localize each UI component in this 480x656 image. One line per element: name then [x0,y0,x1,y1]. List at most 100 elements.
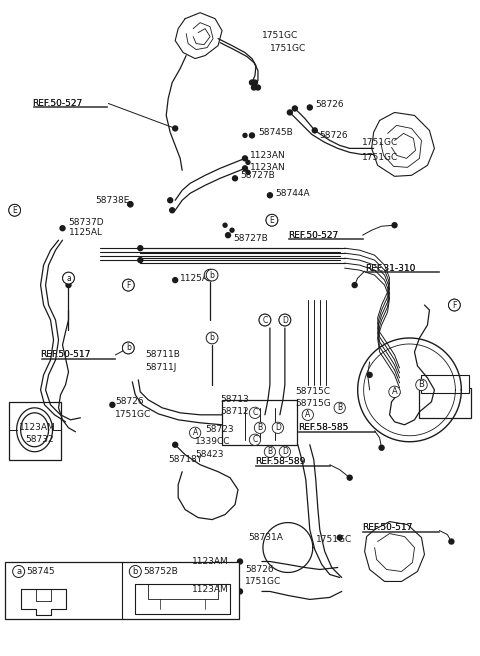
Text: REF.50-527: REF.50-527 [33,99,83,108]
FancyBboxPatch shape [421,375,469,393]
Polygon shape [308,106,312,110]
Text: C: C [262,316,267,325]
Text: b: b [126,344,131,352]
Polygon shape [379,445,384,450]
Polygon shape [223,223,227,227]
Text: B: B [257,423,263,432]
Text: b: b [210,333,215,342]
Text: 58727B: 58727B [233,234,268,243]
Text: 58745: 58745 [26,567,55,576]
Text: F: F [126,281,131,289]
Text: F: F [452,300,456,310]
Text: 58718Y: 58718Y [168,455,203,464]
Text: 1123AN: 1123AN [250,163,286,172]
Polygon shape [66,283,71,287]
Text: 58727B: 58727B [240,171,275,180]
Text: 1751GC: 1751GC [316,535,352,544]
Text: 58726: 58726 [315,100,343,109]
Polygon shape [246,160,250,165]
Text: B: B [419,380,424,390]
Polygon shape [449,539,454,544]
Text: b: b [132,567,138,576]
Polygon shape [138,246,143,251]
Polygon shape [168,197,173,203]
Polygon shape [292,106,297,111]
Text: 1751GC: 1751GC [361,153,398,162]
FancyBboxPatch shape [5,562,239,619]
Polygon shape [128,202,133,207]
Text: a: a [66,274,71,283]
Text: 58713: 58713 [220,396,249,404]
Polygon shape [138,258,143,262]
Text: A: A [392,387,397,396]
Text: b: b [210,271,215,279]
Text: b: b [208,271,213,279]
Text: REF.50-527: REF.50-527 [288,231,338,239]
FancyBboxPatch shape [9,402,60,460]
Polygon shape [173,277,178,283]
Polygon shape [230,228,234,232]
Text: 1751GC: 1751GC [115,410,152,419]
Polygon shape [60,226,65,231]
Text: D: D [282,316,288,325]
Text: 58731A: 58731A [248,533,283,542]
Text: 1339CC: 1339CC [195,438,230,446]
Text: 58732: 58732 [25,436,54,444]
Text: 58744A: 58744A [275,189,310,198]
Text: REF.58-585: REF.58-585 [298,423,348,432]
Polygon shape [250,133,254,138]
Text: REF.50-527: REF.50-527 [288,231,338,239]
Text: REF.50-517: REF.50-517 [361,523,412,532]
Text: E: E [12,206,17,215]
Text: D: D [275,423,281,432]
Text: E: E [12,206,17,215]
Polygon shape [238,559,242,564]
Text: 1751GC: 1751GC [262,31,298,40]
Text: REF.58-589: REF.58-589 [255,457,305,466]
Text: 58752B: 58752B [144,567,178,576]
Text: 1751GC: 1751GC [270,44,306,53]
Text: 58715G: 58715G [295,400,331,408]
Text: A: A [395,387,400,396]
Polygon shape [250,80,254,85]
Text: C: C [252,408,258,417]
Text: 58711J: 58711J [145,363,177,373]
Text: 58737D: 58737D [69,218,104,227]
Text: E: E [270,216,274,225]
Text: 1123AN: 1123AN [250,151,286,160]
Polygon shape [232,176,238,181]
Text: 58745B: 58745B [258,128,293,137]
Text: 58712: 58712 [220,407,249,417]
Polygon shape [67,278,71,282]
Polygon shape [268,194,272,197]
Polygon shape [242,156,248,161]
Text: F: F [126,281,131,289]
Text: 1123AM: 1123AM [19,423,55,432]
Polygon shape [128,202,132,206]
Polygon shape [246,171,250,174]
Polygon shape [347,475,352,480]
Text: 1751GC: 1751GC [245,577,281,586]
Text: 58715C: 58715C [295,387,330,396]
Polygon shape [288,110,292,115]
Polygon shape [312,128,317,133]
Text: E: E [270,216,274,225]
Text: B: B [267,447,273,456]
FancyBboxPatch shape [222,400,297,445]
Text: REF.50-517: REF.50-517 [361,523,412,532]
Text: 58726: 58726 [320,131,348,140]
Polygon shape [110,402,115,407]
Polygon shape [255,85,261,90]
Text: 1125AL: 1125AL [69,228,103,237]
Text: a: a [66,274,71,283]
Text: 1123AM: 1123AM [192,557,229,566]
Text: 58723: 58723 [205,425,234,434]
Text: 58738E: 58738E [96,195,130,205]
Polygon shape [392,223,397,228]
Text: REF.58-585: REF.58-585 [298,423,348,432]
Text: REF.50-517: REF.50-517 [41,350,91,359]
Polygon shape [238,589,242,594]
Text: F: F [452,300,456,310]
Text: 1123AM: 1123AM [192,585,229,594]
Polygon shape [293,106,297,110]
